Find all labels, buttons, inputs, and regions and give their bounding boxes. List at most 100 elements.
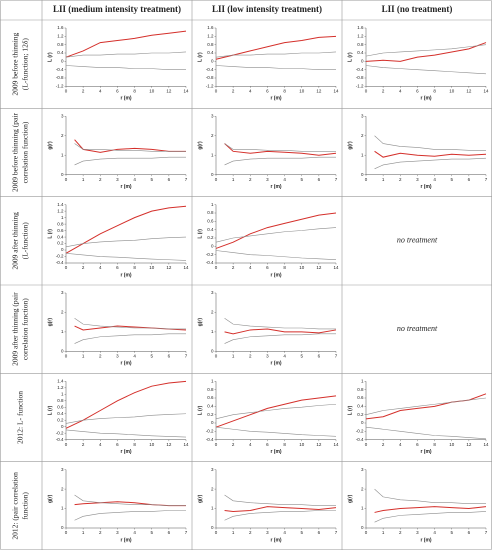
x-tick-label: 2 [82, 442, 85, 447]
series-line [74, 139, 186, 153]
y-tick-label: 1 [211, 506, 214, 511]
y-axis-label: g(r) [347, 141, 353, 150]
chart: 0 1 2 3 0 1 2 3 4 5 6 7 r (m) g(r) [47, 467, 187, 543]
y-axis-label: g(r) [197, 494, 203, 503]
series-line [215, 403, 337, 420]
x-tick-label: 5 [150, 530, 153, 535]
x-tick-label: 12 [166, 89, 172, 94]
series-line [215, 212, 337, 249]
y-tick-label: 0.4 [207, 404, 214, 409]
y-tick-label: 2 [211, 310, 214, 315]
y-tick-label: 0.6 [57, 404, 64, 409]
x-tick-label: 0 [65, 265, 68, 270]
y-tick-label: 0 [61, 172, 64, 177]
y-tick-label: 0 [61, 59, 64, 64]
x-tick-label: 5 [300, 177, 303, 182]
y-tick-label: 0 [361, 525, 364, 530]
x-tick-label: 4 [399, 442, 402, 447]
x-axis-label: r (m) [120, 96, 131, 102]
row-label: 2009 after thinning [11, 212, 20, 270]
chart: -1.2 -0.8 -0.4 0 0.4 0.8 1.2 1.6 0 2 4 6 8 10 12 14 r (m… [47, 25, 189, 101]
y-axis-label: L (r) [47, 405, 53, 415]
x-tick-label: 0 [215, 442, 218, 447]
series-line [215, 65, 336, 70]
y-tick-label: 0 [61, 424, 64, 429]
y-tick-label: 3 [61, 290, 64, 295]
series-line [224, 494, 336, 506]
y-tick-label: 1 [61, 152, 64, 157]
x-tick-label: 5 [300, 354, 303, 359]
x-tick-label: 2 [382, 442, 385, 447]
x-tick-label: 14 [333, 89, 339, 94]
series-line [65, 205, 187, 254]
y-tick-label: 0 [361, 420, 364, 425]
x-axis-label: r (m) [270, 361, 281, 367]
series-line [365, 397, 487, 415]
y-tick-label: 0 [361, 172, 364, 177]
y-tick-label: 3 [61, 467, 64, 472]
y-axis-label: g(r) [47, 318, 53, 327]
y-axis-label: g(r) [197, 141, 203, 150]
x-tick-label: 6 [168, 354, 171, 359]
y-tick-label: 0.8 [357, 387, 364, 392]
x-tick-label: 4 [283, 530, 286, 535]
x-tick-label: 7 [185, 354, 188, 359]
y-tick-label: 1 [61, 215, 64, 220]
x-tick-label: 1 [82, 177, 85, 182]
x-tick-label: 6 [266, 265, 269, 270]
y-tick-label: -0.8 [56, 75, 64, 80]
y-tick-label: 1.2 [57, 34, 64, 39]
x-axis-label: r (m) [270, 184, 281, 190]
y-axis-label: g(r) [47, 141, 53, 150]
series-line [224, 143, 337, 156]
x-tick-label: 10 [149, 265, 155, 270]
y-tick-label: -0.4 [206, 437, 214, 442]
column-header: LII (medium intensity treatment) [53, 4, 181, 14]
series-line [224, 156, 336, 166]
x-tick-label: 4 [283, 177, 286, 182]
x-tick-label: 4 [133, 530, 136, 535]
x-tick-label: 12 [316, 89, 322, 94]
series-line [215, 250, 337, 260]
x-tick-label: 14 [333, 265, 339, 270]
y-tick-label: 0.2 [357, 412, 364, 417]
x-tick-label: 2 [99, 177, 102, 182]
x-tick-label: 3 [116, 354, 119, 359]
y-tick-label: 2 [61, 133, 64, 138]
x-tick-label: 5 [150, 354, 153, 359]
x-tick-label: 3 [416, 530, 419, 535]
series-line [374, 150, 487, 158]
x-tick-label: 0 [65, 354, 68, 359]
y-axis-label: L (r) [47, 229, 53, 239]
x-tick-label: 8 [283, 89, 286, 94]
series-line [224, 318, 336, 330]
x-tick-label: 6 [416, 89, 419, 94]
chart: -0.4-0.200.20.40.60.810 2 4 6 8 10 12 14r (m)L … [197, 379, 339, 455]
chart: 0 1 2 3 0 1 2 3 4 5 6 7 r (m) g(r) [347, 114, 487, 190]
y-tick-label: 0.6 [357, 395, 364, 400]
x-tick-label: 14 [183, 265, 189, 270]
x-tick-label: 0 [65, 89, 68, 94]
x-tick-label: 7 [335, 530, 338, 535]
x-tick-label: 2 [82, 265, 85, 270]
y-tick-label: -0.2 [206, 252, 214, 257]
y-tick-label: 0 [211, 244, 214, 249]
y-axis-label: L (r) [347, 52, 353, 62]
series-line [215, 35, 337, 60]
x-axis-label: r (m) [120, 449, 131, 455]
row-label: (L-function) [21, 222, 30, 260]
x-tick-label: 12 [316, 442, 322, 447]
y-tick-label: 1 [61, 506, 64, 511]
y-tick-label: 2 [61, 486, 64, 491]
series-line [74, 501, 186, 507]
y-tick-label: 0 [211, 525, 214, 530]
row-label: 2012: L- function [16, 391, 25, 444]
y-tick-label: 1.6 [207, 25, 214, 30]
series-line [224, 506, 337, 512]
series-line [374, 135, 486, 151]
x-tick-label: 0 [65, 177, 68, 182]
y-tick-label: 1 [211, 202, 214, 207]
y-tick-label: -0.2 [56, 430, 64, 435]
y-tick-label: 0.4 [357, 50, 364, 55]
